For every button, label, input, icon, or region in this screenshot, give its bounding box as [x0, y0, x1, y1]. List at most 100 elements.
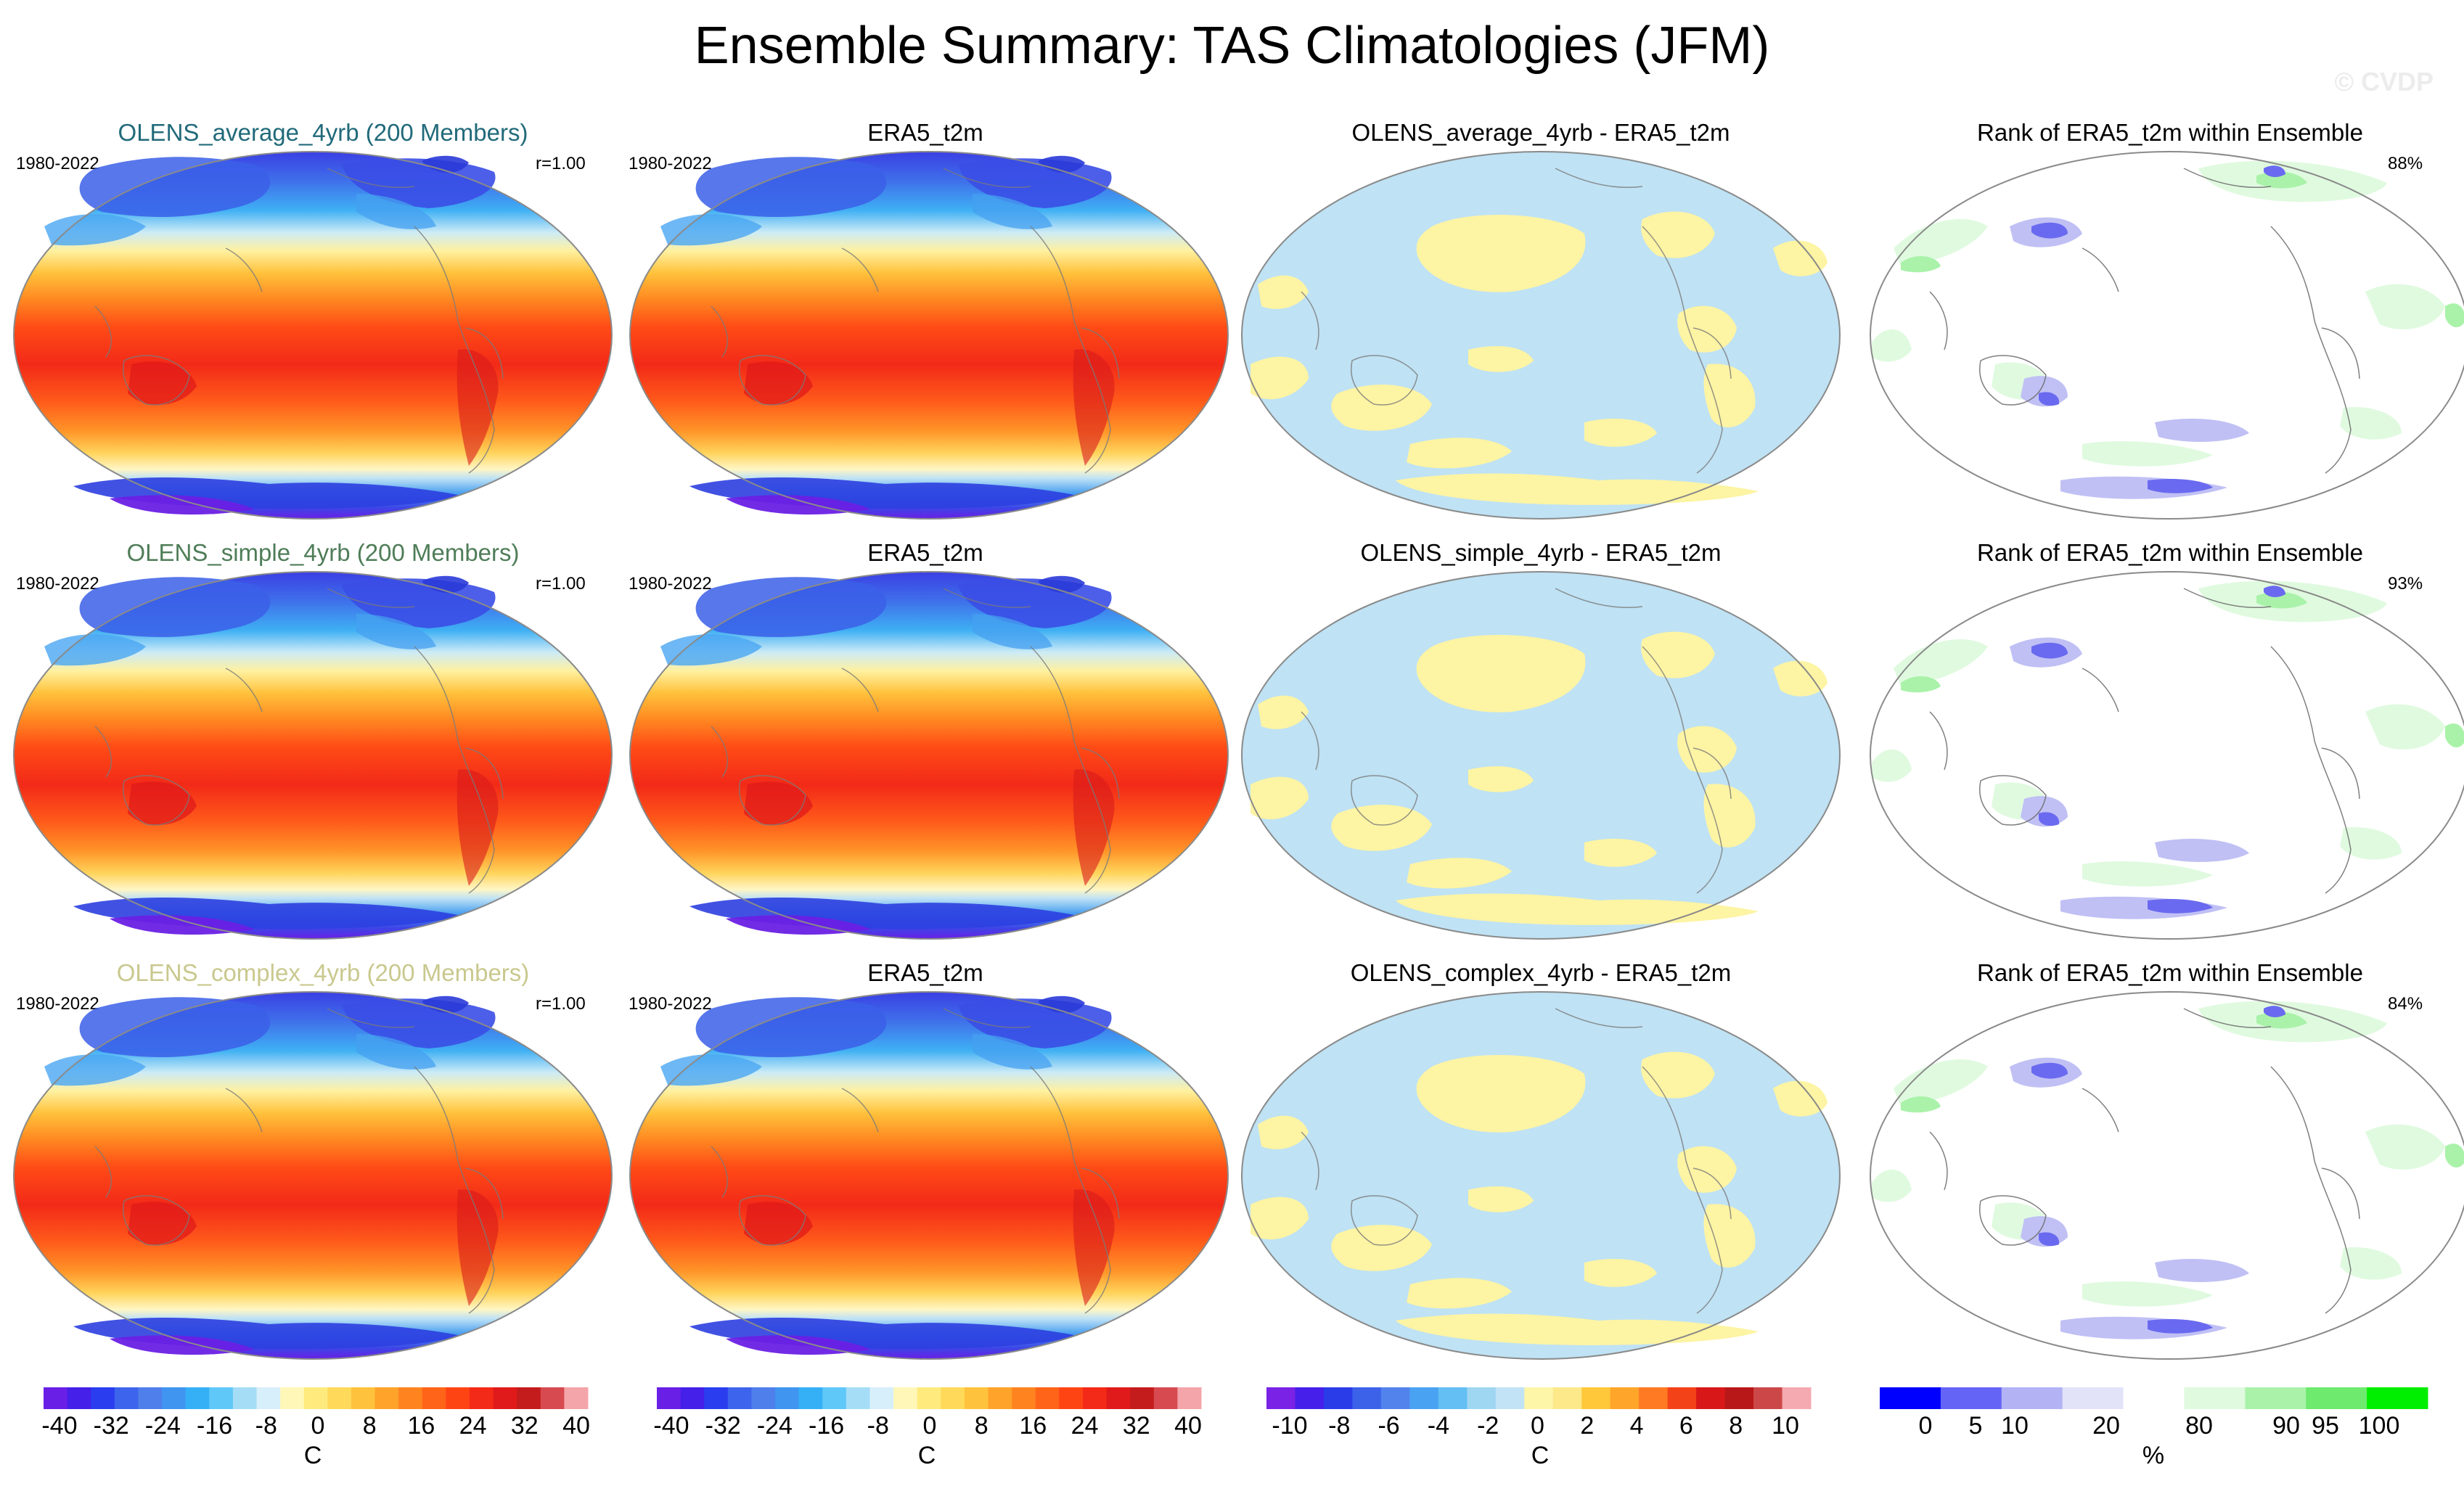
- rank-title: Rank of ERA5_t2m within Ensemble: [1977, 539, 2363, 566]
- difference-map: [1241, 571, 1841, 940]
- difference-colorbar-swatch: [1495, 1387, 1525, 1409]
- difference-colorbar-swatch: [1295, 1387, 1325, 1409]
- rank-colorbar-swatch: [2245, 1387, 2307, 1409]
- temperature-colorbar-obs: [657, 1387, 1202, 1409]
- difference-colorbar-swatch: [1380, 1387, 1410, 1409]
- rank-colorbar-swatch: [2123, 1387, 2185, 1409]
- temperature-colorbar-swatch: [114, 1387, 139, 1409]
- temperature-colorbar-swatch: [869, 1387, 894, 1409]
- model-temperature-map: [13, 991, 613, 1360]
- difference-colorbar-tick-label: -8: [1328, 1412, 1351, 1440]
- difference-colorbar-tick-label: -4: [1427, 1412, 1450, 1440]
- rank-colorbar-tick-label: 100: [2358, 1412, 2400, 1440]
- temperature-colorbar-swatch: [469, 1387, 494, 1409]
- model-correlation: r=1.00: [536, 154, 586, 173]
- rank-percent: 93%: [2388, 574, 2423, 594]
- temperature-colorbar-tick-label: 8: [974, 1412, 989, 1440]
- difference-colorbar-swatch: [1409, 1387, 1439, 1409]
- temperature-colorbar-swatch: [398, 1387, 423, 1409]
- temperature-colorbar-swatch: [493, 1387, 517, 1409]
- difference-colorbar-swatch: [1581, 1387, 1611, 1409]
- temperature-colorbar-tick-label: -24: [756, 1412, 793, 1440]
- temperature-colorbar-swatch: [988, 1387, 1012, 1409]
- temperature-colorbar-tick-label: -16: [197, 1412, 233, 1440]
- temperature-colorbar-swatch: [1106, 1387, 1131, 1409]
- temperature-colorbar-tick-label: 32: [510, 1412, 539, 1440]
- temperature-colorbar-swatch: [893, 1387, 918, 1409]
- difference-colorbar-tick-label: 0: [1531, 1412, 1544, 1440]
- rank-percent: 88%: [2388, 154, 2423, 173]
- rank-colorbar-tick-label: 20: [2092, 1412, 2120, 1440]
- temperature-colorbar-tick-label: 24: [1071, 1412, 1099, 1440]
- obs-period: 1980-2022: [629, 154, 712, 173]
- difference-colorbar-tick-label: -2: [1477, 1412, 1499, 1440]
- temperature-colorbar-swatch: [422, 1387, 446, 1409]
- difference-colorbar-swatch: [1724, 1387, 1754, 1409]
- temperature-colorbar-swatch: [1082, 1387, 1108, 1409]
- model-correlation: r=1.00: [536, 994, 586, 1014]
- temperature-colorbar-swatch: [1177, 1387, 1202, 1409]
- difference-colorbar-tick-label: -6: [1378, 1412, 1400, 1440]
- difference-colorbar-swatch: [1552, 1387, 1582, 1409]
- obs-period: 1980-2022: [629, 994, 712, 1014]
- model-temperature-map: [13, 151, 613, 520]
- difference-colorbar-tick-label: 10: [1772, 1412, 1799, 1440]
- temperature-colorbar-tick-label: 0: [311, 1412, 325, 1440]
- rank-colorbar-tick-label: 95: [2312, 1412, 2339, 1440]
- rank-map: [1870, 571, 2464, 940]
- rank-colorbar-tick-label: 90: [2272, 1412, 2300, 1440]
- temperature-colorbar-swatch: [1012, 1387, 1036, 1409]
- temperature-colorbar-tick-label: -40: [41, 1412, 78, 1440]
- rank-colorbar-tick-label: 5: [1968, 1412, 1983, 1440]
- temperature-colorbar-swatch: [704, 1387, 729, 1409]
- temperature-colorbar-swatch: [303, 1387, 328, 1409]
- temperature-colorbar-tick-label: -32: [93, 1412, 129, 1440]
- temperature-colorbar-model: [44, 1387, 589, 1409]
- model-correlation: r=1.00: [536, 574, 586, 594]
- obs-period: 1980-2022: [629, 574, 712, 594]
- model-period: 1980-2022: [16, 994, 99, 1014]
- model-period: 1980-2022: [16, 154, 99, 173]
- temperature-colorbar-swatch: [941, 1387, 965, 1409]
- temperature-colorbar-swatch: [917, 1387, 941, 1409]
- rank-colorbar-swatch: [1880, 1387, 1941, 1409]
- temperature-colorbar-swatch: [1035, 1387, 1060, 1409]
- temperature-colorbar-tick-label: 24: [459, 1412, 487, 1440]
- temperature-colorbar-swatch: [846, 1387, 870, 1409]
- temperature-colorbar-swatch: [517, 1387, 541, 1409]
- model-period: 1980-2022: [16, 574, 99, 594]
- diff-title: OLENS_average_4yrb - ERA5_t2m: [1351, 119, 1730, 146]
- temperature-colorbar-swatch: [351, 1387, 376, 1409]
- temperature-colorbar-swatch: [232, 1387, 257, 1409]
- temperature-colorbar-tick-label: -40: [653, 1412, 689, 1440]
- difference-colorbar-tick-label: 4: [1629, 1412, 1644, 1440]
- temperature-colorbar-tick-label: 16: [407, 1412, 435, 1440]
- temperature-colorbar-swatch: [1153, 1387, 1178, 1409]
- rank-colorbar-swatch: [2306, 1387, 2367, 1409]
- obs-temperature-map: [629, 571, 1229, 940]
- temperature-colorbar-swatch: [280, 1387, 305, 1409]
- rank-title: Rank of ERA5_t2m within Ensemble: [1977, 959, 2363, 986]
- temperature-colorbar-tick-label: -24: [144, 1412, 181, 1440]
- rank-colorbar-tick-label: 80: [2185, 1412, 2213, 1440]
- temperature-colorbar-swatch: [964, 1387, 989, 1409]
- temperature-colorbar-swatch: [138, 1387, 163, 1409]
- difference-colorbar-swatch: [1524, 1387, 1554, 1409]
- difference-colorbar-swatch: [1753, 1387, 1783, 1409]
- obs-title: ERA5_t2m: [867, 539, 983, 566]
- temperature-colorbar-tick-label: -32: [705, 1412, 741, 1440]
- difference-colorbar-swatch: [1782, 1387, 1812, 1409]
- temperature-colorbar-tick-label: 0: [922, 1412, 937, 1440]
- model-temperature-map: [13, 571, 613, 940]
- rank-percent: 84%: [2388, 994, 2423, 1014]
- temperature-colorbar-swatch: [657, 1387, 682, 1409]
- difference-colorbar-swatch: [1610, 1387, 1640, 1409]
- difference-unit: C: [1531, 1442, 1550, 1469]
- difference-colorbar-swatch: [1639, 1387, 1669, 1409]
- difference-colorbar-tick-label: 8: [1729, 1412, 1743, 1440]
- temperature-unit-obs: C: [917, 1442, 936, 1469]
- temperature-colorbar-swatch: [327, 1387, 352, 1409]
- rank-colorbar-swatch: [2001, 1387, 2063, 1409]
- rank-colorbar: [1880, 1387, 2428, 1409]
